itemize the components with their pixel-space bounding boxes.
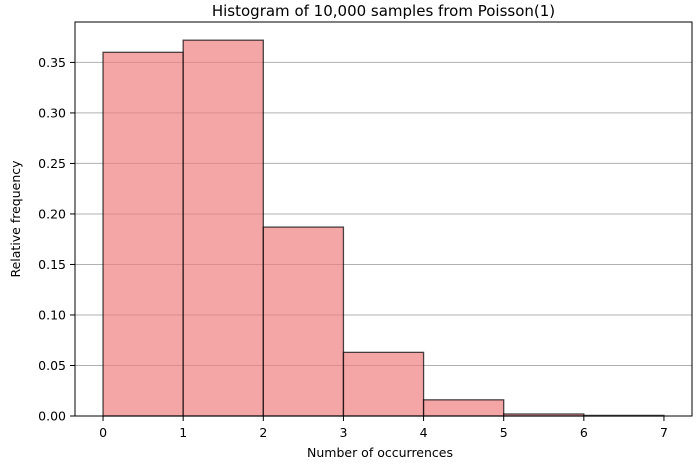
x-tick-label: 0 — [99, 425, 107, 440]
histogram-bar — [102, 51, 184, 417]
histogram-bars — [102, 39, 665, 417]
histogram-bar — [342, 351, 425, 417]
x-tick-label: 5 — [500, 425, 508, 440]
y-axis-label: Relative frequency — [8, 160, 23, 278]
y-tick-label: 0.25 — [38, 156, 66, 171]
y-tick-label: 0.20 — [38, 206, 66, 221]
x-tick-label: 4 — [420, 425, 428, 440]
histogram-bar — [262, 226, 345, 417]
x-tick-label: 2 — [259, 425, 267, 440]
x-tick-label: 1 — [179, 425, 187, 440]
x-tick-label: 3 — [339, 425, 347, 440]
x-axis-label: Number of occurrences — [307, 445, 453, 460]
histogram-bar — [182, 39, 264, 417]
y-axis-ticks: 0.00 0.05 0.10 0.15 0.20 0.25 0.30 0.35 — [38, 55, 75, 424]
y-tick-label: 0.15 — [38, 257, 66, 272]
chart-title: Histogram of 10,000 samples from Poisson… — [212, 2, 555, 20]
x-tick-label: 6 — [580, 425, 588, 440]
y-tick-label: 0.35 — [38, 55, 66, 70]
plot-frame — [74, 21, 693, 417]
histogram-bar — [422, 399, 505, 417]
y-tick-label: 0.00 — [38, 409, 66, 424]
x-tick-label: 7 — [660, 425, 668, 440]
y-tick-label: 0.05 — [38, 358, 66, 373]
x-axis-ticks: 0 1 2 3 4 5 6 7 — [99, 416, 668, 440]
y-tick-label: 0.10 — [38, 307, 66, 322]
y-tick-label: 0.30 — [38, 105, 66, 120]
